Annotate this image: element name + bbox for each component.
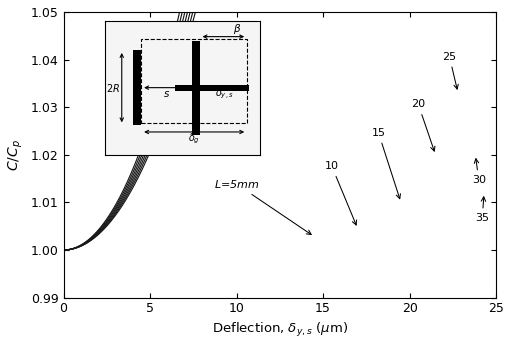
Text: 30: 30 [472,159,486,185]
Text: 20: 20 [411,99,435,151]
Y-axis label: $C/C_p$: $C/C_p$ [7,139,25,171]
Text: 10: 10 [324,161,357,225]
Text: 35: 35 [475,197,489,224]
X-axis label: Deflection, $\delta_{y,s}$ ($\mu$m): Deflection, $\delta_{y,s}$ ($\mu$m) [212,321,348,339]
Text: 25: 25 [443,52,458,89]
Text: $L$=5mm: $L$=5mm [214,178,311,235]
Text: 15: 15 [371,128,401,199]
